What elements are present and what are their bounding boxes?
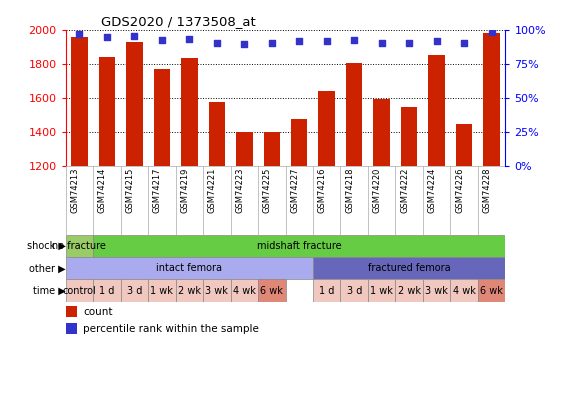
Bar xyxy=(313,257,505,279)
Point xyxy=(487,28,496,35)
Bar xyxy=(340,279,368,302)
Bar xyxy=(208,102,225,166)
Point xyxy=(377,39,386,46)
Text: 4 wk: 4 wk xyxy=(233,286,256,296)
Text: other ▶: other ▶ xyxy=(29,263,66,273)
Bar xyxy=(181,58,198,166)
Bar xyxy=(154,69,170,166)
Point xyxy=(322,38,331,45)
Bar xyxy=(263,132,280,166)
Bar xyxy=(236,132,252,166)
Point xyxy=(157,36,166,43)
Text: 4 wk: 4 wk xyxy=(453,286,476,296)
Point xyxy=(102,34,111,40)
Bar xyxy=(291,119,307,166)
Bar xyxy=(483,33,500,166)
Text: GSM74223: GSM74223 xyxy=(235,167,244,213)
Text: GSM74219: GSM74219 xyxy=(180,167,190,213)
Bar xyxy=(148,279,176,302)
Bar xyxy=(456,124,472,166)
Text: control: control xyxy=(63,286,96,296)
Bar xyxy=(258,279,286,302)
Text: GSM74222: GSM74222 xyxy=(400,167,409,213)
Point xyxy=(295,38,304,45)
Bar xyxy=(428,55,445,166)
Text: 3 wk: 3 wk xyxy=(206,286,228,296)
Bar xyxy=(93,279,120,302)
Bar xyxy=(395,279,423,302)
Bar xyxy=(423,279,451,302)
Text: intact femora: intact femora xyxy=(156,263,222,273)
Point xyxy=(75,31,84,38)
Text: 2 wk: 2 wk xyxy=(178,286,201,296)
Text: 1 wk: 1 wk xyxy=(150,286,173,296)
Text: GSM74227: GSM74227 xyxy=(290,167,299,213)
Text: GSM74220: GSM74220 xyxy=(373,167,381,213)
Point xyxy=(212,39,222,46)
Text: 6 wk: 6 wk xyxy=(480,286,503,296)
Point xyxy=(460,39,469,46)
Text: shock ▶: shock ▶ xyxy=(27,241,66,251)
Text: 6 wk: 6 wk xyxy=(260,286,283,296)
Text: time ▶: time ▶ xyxy=(33,286,66,296)
Bar xyxy=(231,279,258,302)
Bar xyxy=(120,279,148,302)
Bar xyxy=(313,279,340,302)
Text: GSM74226: GSM74226 xyxy=(455,167,464,213)
Text: GSM74218: GSM74218 xyxy=(345,167,354,213)
Text: no fracture: no fracture xyxy=(53,241,106,251)
Bar xyxy=(66,306,77,317)
Text: 3 wk: 3 wk xyxy=(425,286,448,296)
Point xyxy=(130,32,139,39)
Point xyxy=(240,41,249,47)
Bar xyxy=(176,279,203,302)
Text: 1 wk: 1 wk xyxy=(370,286,393,296)
Text: percentile rank within the sample: percentile rank within the sample xyxy=(83,324,259,334)
Bar xyxy=(373,99,390,166)
Text: 1 d: 1 d xyxy=(99,286,115,296)
Bar xyxy=(99,57,115,166)
Bar xyxy=(203,279,231,302)
Bar xyxy=(126,42,143,166)
Bar xyxy=(66,235,93,257)
Text: 1 d: 1 d xyxy=(319,286,335,296)
Bar xyxy=(66,323,77,335)
Text: 2 wk: 2 wk xyxy=(397,286,421,296)
Text: GSM74217: GSM74217 xyxy=(153,167,162,213)
Bar xyxy=(401,107,417,166)
Point xyxy=(267,39,276,46)
Text: GSM74225: GSM74225 xyxy=(263,167,272,213)
Point xyxy=(432,38,441,45)
Text: midshaft fracture: midshaft fracture xyxy=(257,241,341,251)
Bar xyxy=(66,279,93,302)
Text: GSM74228: GSM74228 xyxy=(482,167,492,213)
Text: 3 d: 3 d xyxy=(127,286,142,296)
Point xyxy=(405,39,414,46)
Bar xyxy=(71,37,88,166)
Bar xyxy=(319,92,335,166)
Text: GSM74215: GSM74215 xyxy=(126,167,134,213)
Text: GDS2020 / 1373508_at: GDS2020 / 1373508_at xyxy=(101,15,256,28)
Point xyxy=(349,36,359,43)
Bar xyxy=(93,235,505,257)
Text: 3 d: 3 d xyxy=(347,286,362,296)
Text: count: count xyxy=(83,307,112,317)
Text: GSM74216: GSM74216 xyxy=(317,167,327,213)
Bar xyxy=(368,279,395,302)
Bar xyxy=(66,257,313,279)
Bar xyxy=(478,279,505,302)
Text: GSM74221: GSM74221 xyxy=(208,167,217,213)
Text: GSM74224: GSM74224 xyxy=(428,167,437,213)
Text: fractured femora: fractured femora xyxy=(368,263,451,273)
Bar xyxy=(346,64,363,166)
Bar xyxy=(451,279,478,302)
Text: GSM74214: GSM74214 xyxy=(98,167,107,213)
Text: GSM74213: GSM74213 xyxy=(70,167,79,213)
Point xyxy=(185,35,194,42)
